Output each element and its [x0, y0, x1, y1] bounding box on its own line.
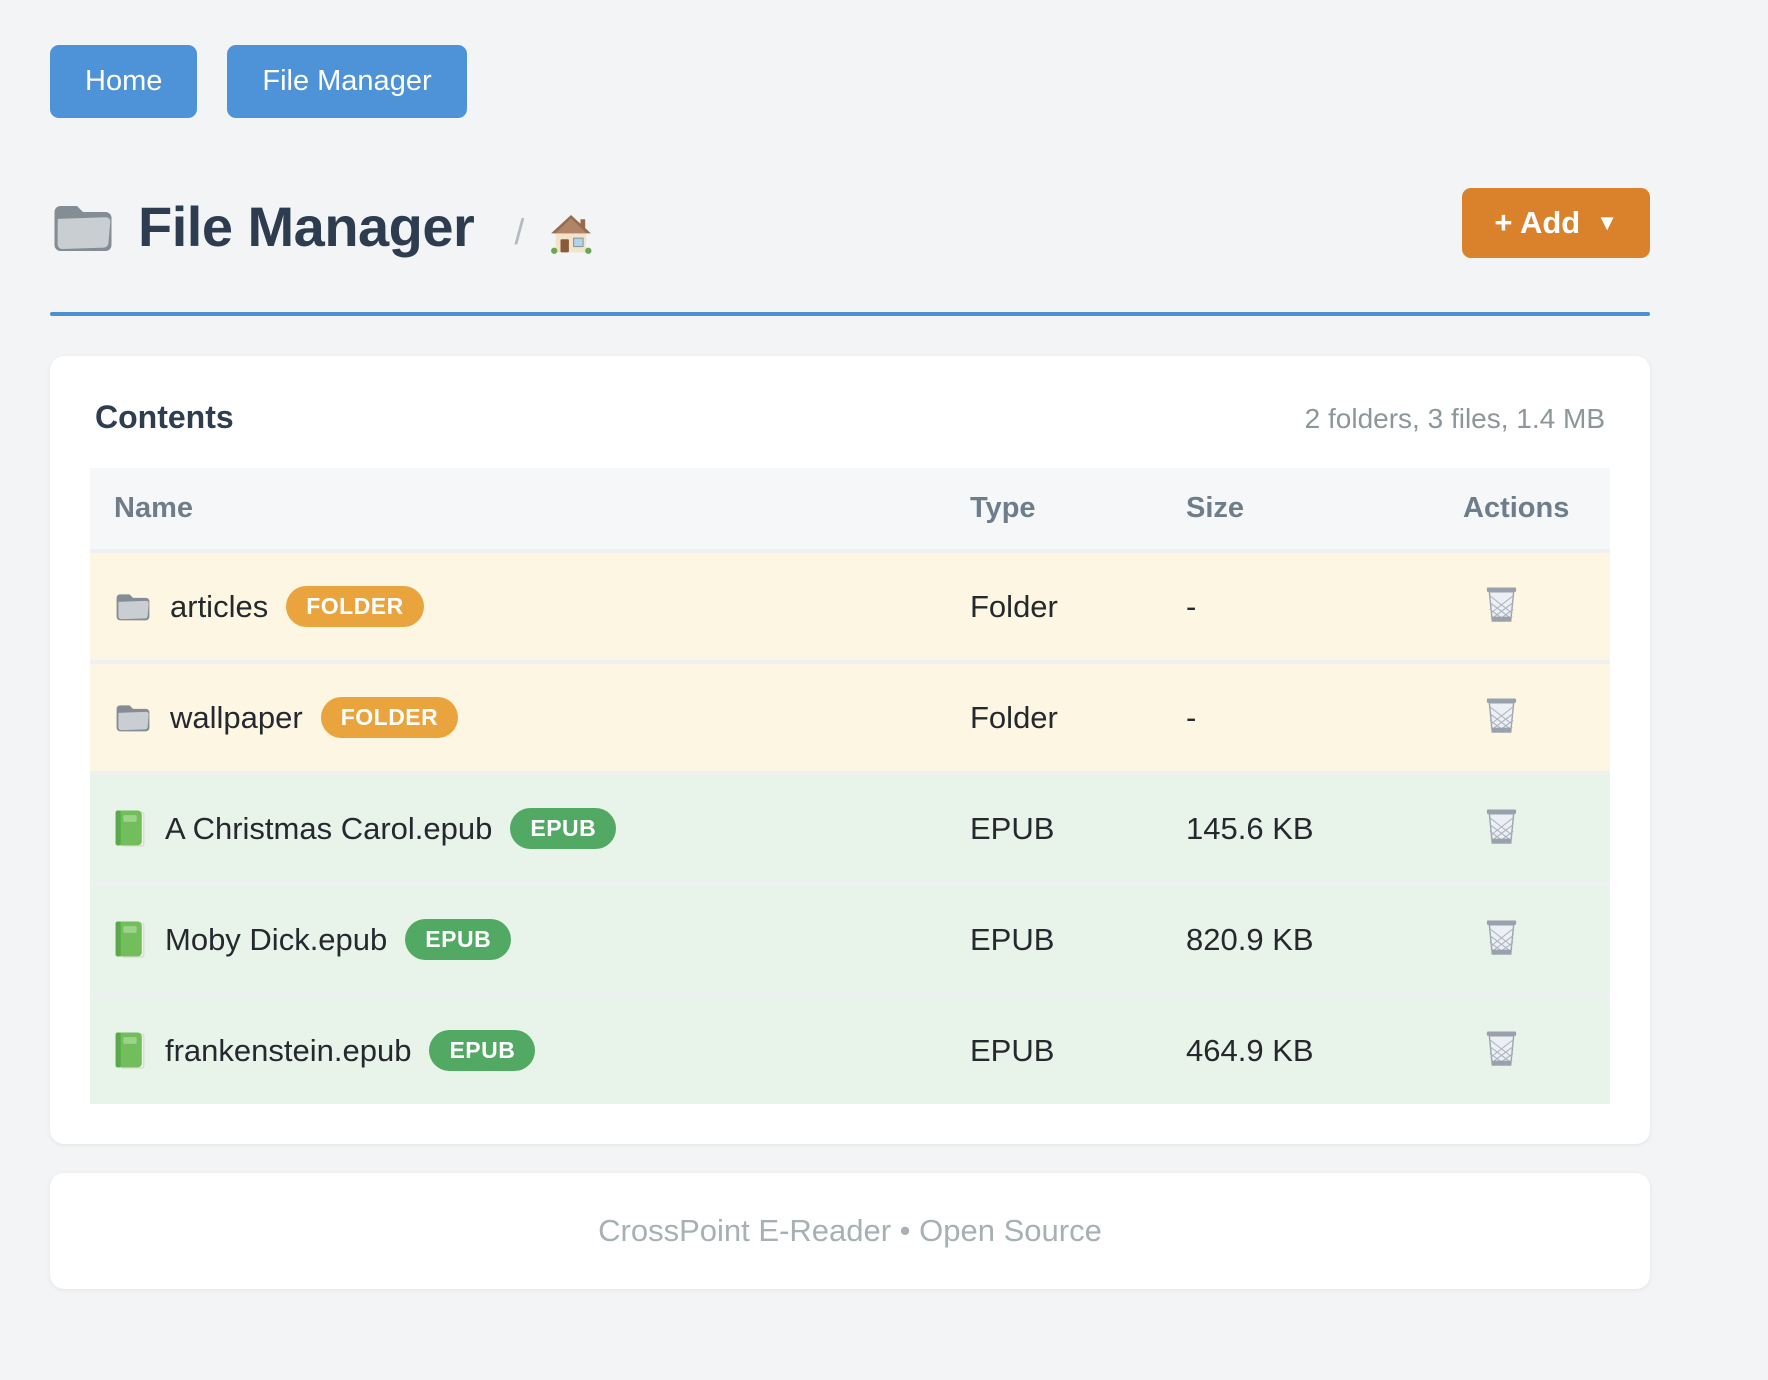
add-button-label: + Add [1494, 205, 1581, 240]
table-body: articles FOLDER Folder - [90, 549, 1610, 1104]
trash-icon [1483, 695, 1520, 736]
folder-icon [114, 701, 152, 734]
book-icon [114, 920, 147, 959]
file-size: 820.9 KB [1186, 921, 1314, 957]
folder-icon [50, 199, 116, 255]
nav-file-manager-button[interactable]: File Manager [227, 45, 467, 118]
file-size: - [1186, 588, 1197, 624]
col-header-type: Type [970, 492, 1036, 524]
file-type: EPUB [970, 1032, 1055, 1068]
file-type: Folder [970, 699, 1058, 735]
page: Home File Manager File Manager / [50, 0, 1650, 1289]
file-name[interactable]: wallpaper [170, 699, 303, 735]
delete-button[interactable] [1483, 1028, 1520, 1069]
table-row: articles FOLDER Folder - [90, 549, 1610, 660]
file-name-cell[interactable]: frankenstein.epub EPUB [114, 1030, 970, 1071]
trash-icon [1483, 806, 1520, 847]
table-row: Moby Dick.epub EPUB EPUB 820.9 KB [90, 882, 1610, 993]
header-divider [50, 312, 1650, 316]
delete-button[interactable] [1483, 806, 1520, 847]
book-icon [114, 1031, 147, 1070]
col-header-actions: Actions [1463, 492, 1570, 524]
file-name[interactable]: articles [170, 588, 269, 624]
file-type-badge: FOLDER [320, 697, 459, 738]
breadcrumb-separator: / [514, 210, 525, 252]
book-icon [114, 809, 147, 848]
file-type-badge: EPUB [405, 919, 512, 960]
add-button[interactable]: + Add ▼ [1462, 188, 1650, 258]
footer-text: CrossPoint E-Reader • Open Source [598, 1213, 1102, 1248]
table-header-row: Name Type Size Actions [90, 468, 1610, 549]
table-row: wallpaper FOLDER Folder - [90, 660, 1610, 771]
file-table: Name Type Size Actions [90, 468, 1610, 1104]
file-type-badge: FOLDER [286, 586, 424, 627]
file-name-cell[interactable]: wallpaper FOLDER [114, 697, 970, 738]
file-size: - [1186, 699, 1197, 735]
file-size: 145.6 KB [1186, 810, 1314, 846]
file-type: EPUB [970, 810, 1055, 846]
nav-home-button[interactable]: Home [50, 45, 198, 118]
file-name[interactable]: A Christmas Carol.epub [165, 810, 493, 846]
trash-icon [1483, 1028, 1520, 1069]
file-name-cell[interactable]: Moby Dick.epub EPUB [114, 919, 970, 960]
file-name[interactable]: Moby Dick.epub [165, 921, 388, 957]
trash-icon [1483, 584, 1520, 625]
file-size: 464.9 KB [1186, 1032, 1314, 1068]
table-row: frankenstein.epub EPUB EPUB 464.9 KB [90, 993, 1610, 1104]
col-header-name: Name [114, 492, 193, 524]
chevron-down-icon: ▼ [1596, 210, 1618, 235]
file-type-badge: EPUB [429, 1030, 536, 1071]
breadcrumb: Home File Manager [50, 45, 1650, 118]
page-header: File Manager / + Add ▼ [50, 188, 1650, 259]
file-type: EPUB [970, 921, 1055, 957]
delete-button[interactable] [1483, 917, 1520, 958]
folder-icon [114, 590, 152, 623]
delete-button[interactable] [1483, 695, 1520, 736]
file-type: Folder [970, 588, 1058, 624]
footer: CrossPoint E-Reader • Open Source [50, 1173, 1650, 1289]
table-row: A Christmas Carol.epub EPUB EPUB 145.6 K… [90, 771, 1610, 882]
contents-card: Contents 2 folders, 3 files, 1.4 MB Name… [50, 356, 1650, 1144]
page-title: File Manager [138, 195, 475, 258]
delete-button[interactable] [1483, 584, 1520, 625]
contents-summary: 2 folders, 3 files, 1.4 MB [1304, 403, 1605, 434]
file-type-badge: EPUB [510, 808, 617, 849]
col-header-size: Size [1186, 492, 1245, 524]
card-title: Contents [95, 399, 234, 435]
home-icon[interactable] [550, 206, 592, 254]
file-name-cell[interactable]: A Christmas Carol.epub EPUB [114, 808, 970, 849]
file-name[interactable]: frankenstein.epub [165, 1032, 412, 1068]
trash-icon [1483, 917, 1520, 958]
file-name-cell[interactable]: articles FOLDER [114, 586, 970, 627]
